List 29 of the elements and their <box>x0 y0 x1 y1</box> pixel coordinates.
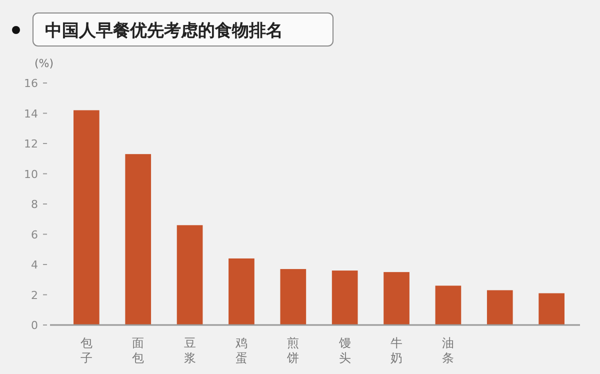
x-tick-label: 豆浆 <box>184 336 196 365</box>
chart-title: 中国人早餐优先考虑的食物排名 <box>45 21 283 41</box>
bar <box>74 110 100 325</box>
x-tick-label: 面包 <box>132 336 144 365</box>
y-tick-label: 16 <box>24 77 38 90</box>
bar <box>486 290 513 325</box>
bar <box>538 293 564 325</box>
x-tick-label: 馒头 <box>338 336 351 365</box>
y-axis-title: (%) <box>34 57 54 70</box>
x-tick-label: 油条 <box>442 336 454 365</box>
bar <box>332 270 358 325</box>
x-tick-label: 煎饼 <box>286 336 300 365</box>
x-tick-label: 包子 <box>80 336 92 365</box>
bar <box>435 286 462 325</box>
y-tick-label: 8 <box>31 198 38 211</box>
bar <box>384 272 410 325</box>
y-tick-label: 6 <box>31 228 38 242</box>
bar <box>176 225 203 325</box>
x-tick-label: 鸡蛋 <box>234 336 248 365</box>
bar <box>228 258 254 325</box>
bar <box>280 269 306 325</box>
y-tick-label: 10 <box>24 168 38 181</box>
y-tick-label: 0 <box>31 319 38 332</box>
y-tick-label: 4 <box>31 258 38 272</box>
x-tick-label: 牛奶 <box>390 336 403 365</box>
y-tick-label: 14 <box>24 107 38 120</box>
y-tick-label: 2 <box>31 288 38 302</box>
bar <box>125 154 152 325</box>
y-tick-label: 12 <box>24 138 38 150</box>
